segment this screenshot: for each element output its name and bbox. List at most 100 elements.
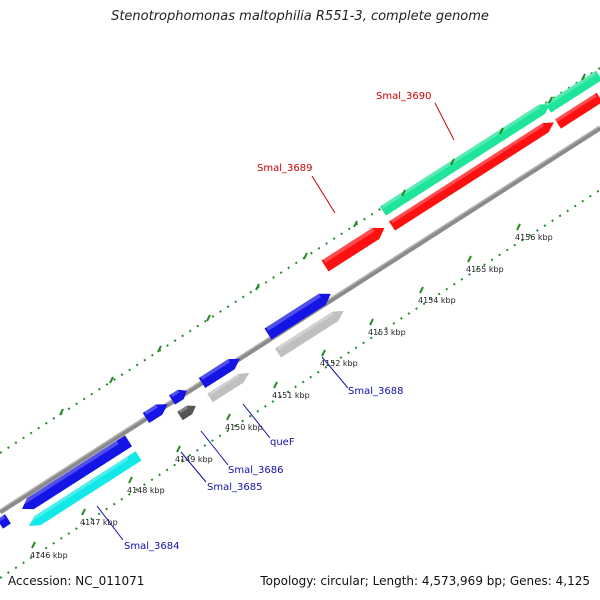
feature-smal-3686[interactable] [169,386,190,405]
feature-smal-3686-shape[interactable] [169,386,190,405]
outer-major-tick [59,408,64,416]
feature-smal-3684[interactable] [26,451,142,530]
major-tick [31,541,36,549]
feature-smal-3689-b-shape[interactable] [389,118,557,231]
feature-smal-3686-highlight [170,389,180,398]
feature-quef-gray-highlight [208,374,240,396]
inner-tick-ring [0,189,600,579]
feature-quef[interactable] [198,354,243,389]
feature-smal-3690-b[interactable] [545,70,600,113]
gene-label-smal-3688[interactable]: Smal_3688 [348,386,403,397]
feature-smal-3688-gray-highlight [276,311,335,351]
leader-line [96,505,124,541]
major-tick [128,476,133,484]
outer-major-tick [109,376,114,384]
gene-features[interactable] [0,70,600,531]
feature-smal-3689-highlight [323,227,375,263]
feature-smal-3684-shape[interactable] [26,451,142,530]
feature-smal-3685-highlight [144,404,158,415]
outer-major-tick [206,314,211,322]
feature-smal-3689-b[interactable] [389,118,557,231]
major-tick [226,413,231,421]
feature-smal-3690-a-highlight [381,104,541,209]
feature-smal-3689[interactable] [321,223,387,272]
feature-edge-blue-highlight [0,515,6,523]
feature-quef-highlight [200,359,231,380]
leader-line [311,175,336,214]
accession-label: Accession: NC_011071 [8,574,145,588]
feature-smal-3688-gray[interactable] [275,306,347,358]
tick-marks: 4146 kbp 4147 kbp 4148 kbp 4149 kbp 4150 kbp… [30,73,586,560]
feature-smal-3684-blue[interactable] [18,435,133,514]
leader-line [180,451,207,483]
feature-smal-3684-blue-highlight [20,440,119,506]
tick-label: 4146 kbp [30,551,68,560]
outer-major-tick [157,345,162,353]
feature-edge-blue-shape[interactable] [0,514,11,529]
gene-label-smal-3690[interactable]: Smal_3690 [376,91,431,102]
tick-label: 4147 kbp [80,518,118,527]
feature-smal-3685-shape[interactable] [142,399,171,424]
outer-major-tick [255,283,260,291]
tick-label: 4153 kbp [368,328,406,337]
feature-smal-3689-c-shape[interactable] [555,92,600,129]
feature-smal-3690-a-shape[interactable] [380,99,553,216]
tick-label: 4149 kbp [175,455,213,464]
feature-smal-3685[interactable] [142,399,171,424]
feature-smal-3686-dark[interactable] [177,402,198,421]
feature-smal-3690-b-shape[interactable] [545,70,600,113]
gene-label-smal-3684[interactable]: Smal_3684 [124,541,179,552]
outer-major-tick [303,252,308,260]
gene-labels: Smal_3690 Smal_3689 Smal_3688 queF Smal_… [96,91,455,552]
tick-label: 4156 kbp [515,233,553,242]
tick-label: 4155 kbp [466,265,504,274]
map-title: Stenotrophomonas maltophilia R551-3, com… [111,9,489,24]
feature-smal-3684-highlight [27,456,129,524]
tick-label: 4151 kbp [272,391,310,400]
leader-line [321,356,349,389]
outer-major-tick [499,127,504,135]
feature-quef-gray-shape[interactable] [207,369,252,403]
tick-label: 4152 kbp [320,359,358,368]
outer-major-tick [450,158,455,166]
feature-smal-3689-shape[interactable] [321,223,387,272]
feature-smal-3689-c-highlight [555,93,597,123]
feature-smal-3688-shape[interactable] [264,288,334,340]
tick-label: 4148 kbp [127,486,165,495]
leader-line [242,403,271,439]
outer-major-tick [581,73,586,81]
major-tick [176,445,181,453]
genome-summary: Topology: circular; Length: 4,573,969 bp… [260,574,590,588]
feature-smal-3688-highlight [266,293,321,331]
tick-label: 4154 kbp [418,296,456,305]
feature-smal-3688-gray-shape[interactable] [275,306,347,358]
feature-smal-3684-blue-shape[interactable] [18,435,133,514]
major-tick [273,381,278,389]
feature-quef-gray[interactable] [207,369,252,403]
major-tick [419,286,424,294]
feature-smal-3690-b-highlight [545,71,597,107]
gene-label-quef[interactable]: queF [270,437,295,448]
feature-smal-3688[interactable] [264,288,334,340]
major-tick [369,318,374,326]
feature-quef-shape[interactable] [198,354,243,389]
gene-label-smal-3686[interactable]: Smal_3686 [228,465,283,476]
gene-label-smal-3685[interactable]: Smal_3685 [207,482,262,493]
outer-major-tick [353,220,358,228]
outer-major-tick [548,96,553,104]
feature-smal-3686-dark-shape[interactable] [177,402,198,421]
major-tick [516,223,521,231]
major-tick [467,255,472,263]
leader-line [200,430,229,466]
feature-edge-blue[interactable] [0,514,11,529]
outer-major-tick [401,189,406,197]
feature-smal-3689-c[interactable] [555,92,600,129]
leader-line [434,102,455,141]
feature-smal-3686-dark-highlight [178,405,189,414]
feature-smal-3690-a[interactable] [380,99,553,216]
feature-smal-3689-b-highlight [390,123,545,224]
major-tick [81,508,86,516]
gene-label-smal-3689[interactable]: Smal_3689 [257,163,312,174]
tick-label: 4150 kbp [225,423,263,432]
